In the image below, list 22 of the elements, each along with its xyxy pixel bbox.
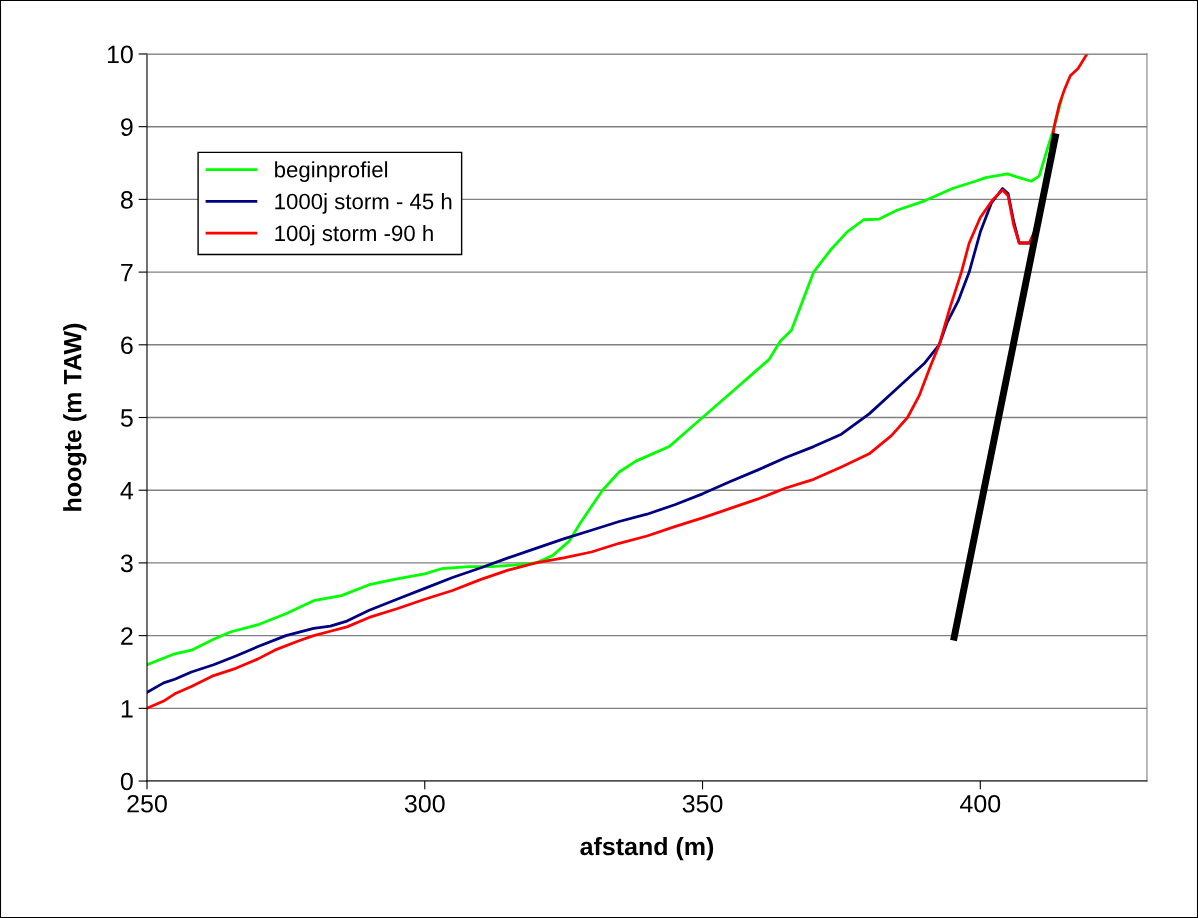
x-tick-label: 250 — [127, 794, 167, 813]
line-series — [146, 98, 1063, 667]
y-tick-label: 9 — [121, 118, 133, 136]
y-tick-label: 4 — [120, 482, 134, 500]
y-tick-label: 5 — [120, 409, 133, 427]
y-tick-label: 3 — [120, 554, 133, 573]
y-tick-label: 1 — [121, 700, 133, 718]
x-tick-label: 350 — [682, 794, 723, 813]
legend-label: 1000j storm - 45 h — [275, 193, 452, 214]
y-tick-label: 8 — [120, 190, 133, 209]
x-tick-label: 300 — [404, 794, 445, 813]
line-series — [146, 53, 1089, 710]
y-axis-title: hoogte (m TAW) — [63, 323, 87, 511]
y-tick-label: 6 — [121, 336, 133, 355]
legend-label: beginprofiel — [275, 161, 388, 182]
y-tick-label: 0 — [120, 772, 133, 791]
x-axis-title: afstand (m) — [580, 836, 714, 861]
y-tick-label: 2 — [121, 627, 133, 645]
y-tick-label: 7 — [121, 263, 133, 282]
x-tick-label: 400 — [960, 794, 1001, 813]
legend-label: 100j storm -90 h — [275, 224, 433, 246]
y-tick-label: 10 — [107, 45, 133, 64]
